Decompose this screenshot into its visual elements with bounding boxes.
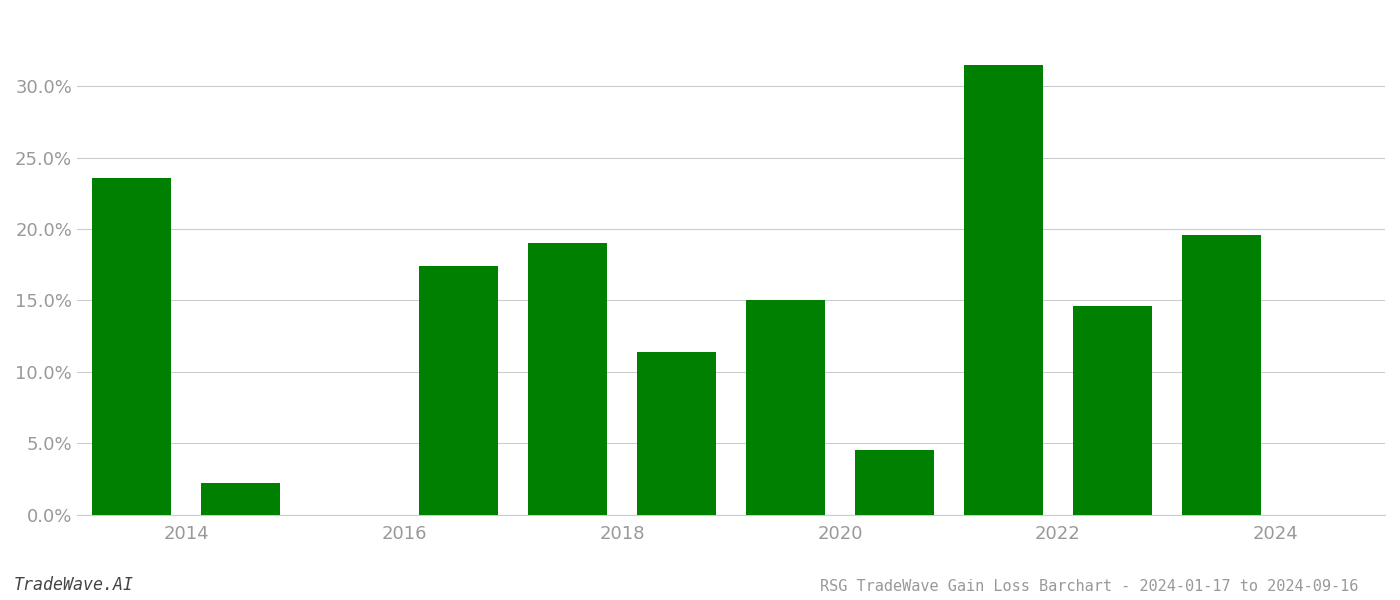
Bar <box>528 244 606 515</box>
Bar <box>855 451 934 515</box>
Bar <box>965 65 1043 515</box>
Bar <box>1182 235 1261 515</box>
Bar <box>637 352 715 515</box>
Bar <box>1074 306 1152 515</box>
Bar <box>419 266 498 515</box>
Text: RSG TradeWave Gain Loss Barchart - 2024-01-17 to 2024-09-16: RSG TradeWave Gain Loss Barchart - 2024-… <box>819 579 1358 594</box>
Bar <box>202 483 280 515</box>
Bar <box>746 301 825 515</box>
Bar <box>92 178 171 515</box>
Text: TradeWave.AI: TradeWave.AI <box>14 576 134 594</box>
